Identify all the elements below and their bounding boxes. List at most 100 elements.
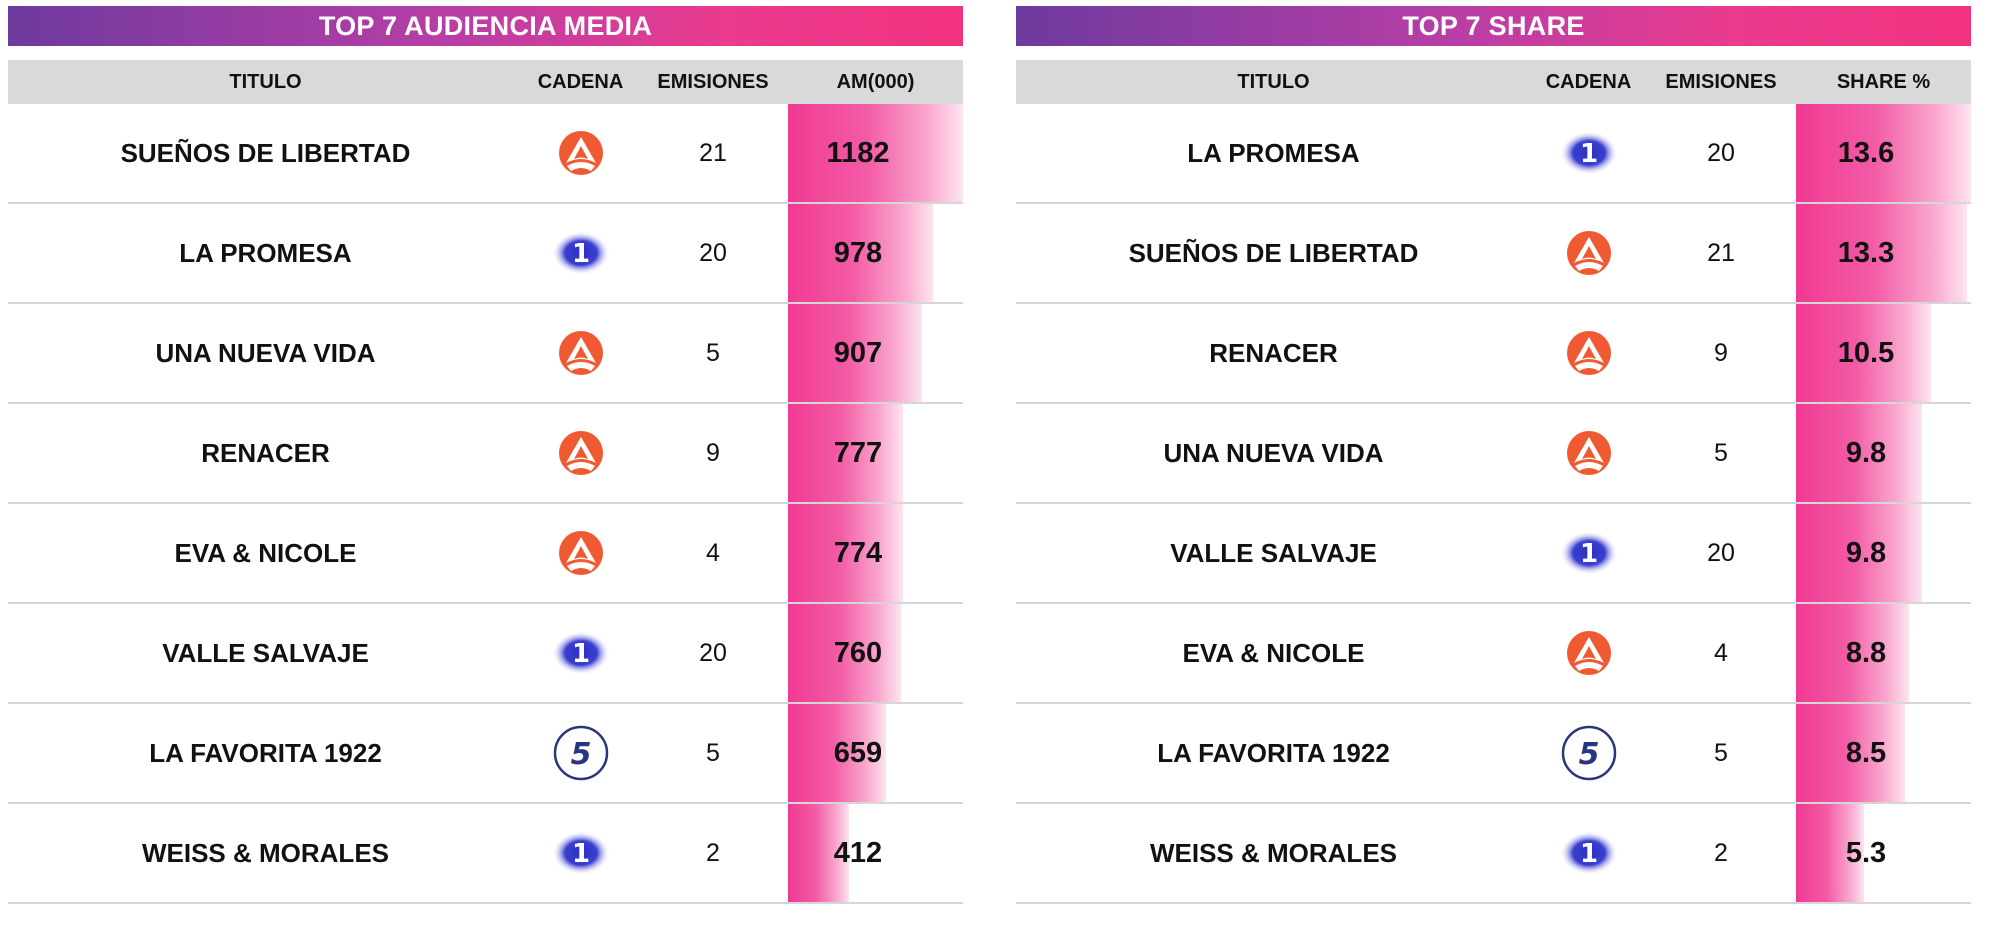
value-bar [1796,304,1932,402]
antena3-logo [1531,604,1646,702]
panel-title: TOP 7 SHARE [1016,6,1971,46]
header-cadena: CADENA [1545,70,1632,93]
table-row: VALLE SALVAJE 1 20 760 [8,604,963,704]
row-valor: 5.3 [1845,837,1887,869]
row-titulo: LA FAVORITA 1922 [1157,737,1390,768]
row-emisiones: 5 [1714,738,1728,767]
row-value-cell: 659 [788,704,963,802]
row-emisiones: 20 [699,238,727,267]
la1-logo: 1 [523,204,638,302]
row-valor: 412 [833,837,883,869]
row-emisiones: 21 [1707,238,1735,267]
value-bar [1796,804,1865,902]
row-emisiones: 2 [1714,838,1728,867]
svg-text:1: 1 [1579,539,1597,569]
table-body: LA PROMESA 1 20 13.6 SUEÑOS DE LIBERTAD 21 13.… [1016,104,1971,904]
audiencia-panel: TOP 7 AUDIENCIA MEDIA TITULO CADENA EMIS… [8,6,963,904]
value-bar [788,504,903,602]
table-row: RENACER 9 10.5 [1016,304,1971,404]
row-titulo: UNA NUEVA VIDA [1163,437,1384,468]
table-row: RENACER 9 777 [8,404,963,504]
svg-text:1: 1 [571,839,589,869]
row-emisiones: 4 [706,538,720,567]
row-titulo: WEISS & MORALES [1149,837,1397,868]
header-titulo: TITULO [229,70,302,93]
row-titulo: RENACER [1209,337,1338,368]
row-valor: 13.6 [1837,137,1895,169]
antena3-logo [523,404,638,502]
antena3-logo [1531,404,1646,502]
row-value-cell: 774 [788,504,963,602]
row-emisiones: 21 [699,138,727,167]
row-value-cell: 13.6 [1796,104,1971,202]
svg-text:1: 1 [571,639,589,669]
svg-text:1: 1 [1579,839,1597,869]
row-valor: 10.5 [1837,337,1895,369]
value-bar [1796,204,1968,302]
share-panel: TOP 7 SHARE TITULO CADENA EMISIONES SHAR… [1016,6,1971,904]
la1-logo: 1 [1531,104,1646,202]
panel-title: TOP 7 AUDIENCIA MEDIA [8,6,963,46]
row-titulo: LA PROMESA [179,237,352,268]
row-titulo: LA PROMESA [1187,137,1360,168]
row-value-cell: 13.3 [1796,204,1971,302]
row-titulo: UNA NUEVA VIDA [155,337,376,368]
value-bar [788,804,849,902]
row-value-cell: 777 [788,404,963,502]
row-titulo: EVA & NICOLE [1182,637,1365,668]
value-bar [788,704,886,802]
row-value-cell: 978 [788,204,963,302]
row-valor: 760 [833,637,883,669]
row-valor: 659 [833,737,883,769]
row-emisiones: 9 [1714,338,1728,367]
row-valor: 8.8 [1845,637,1887,669]
row-value-cell: 10.5 [1796,304,1971,402]
row-valor: 9.8 [1845,437,1887,469]
row-titulo: VALLE SALVAJE [162,637,369,668]
row-emisiones: 4 [1714,638,1728,667]
la1-logo: 1 [523,804,638,902]
la1-logo: 1 [523,604,638,702]
row-emisiones: 5 [706,738,720,767]
value-bar [1796,604,1910,702]
row-value-cell: 8.5 [1796,704,1971,802]
table-row: UNA NUEVA VIDA 5 9.8 [1016,404,1971,504]
la1-logo: 1 [1531,504,1646,602]
table-header: TITULO CADENA EMISIONES SHARE % [1016,60,1971,104]
telecinco-logo: 5 [523,704,638,802]
row-titulo: EVA & NICOLE [174,537,357,568]
row-valor: 777 [833,437,883,469]
antena3-logo [1531,304,1646,402]
row-valor: 907 [833,337,883,369]
table-row: EVA & NICOLE 4 8.8 [1016,604,1971,704]
row-value-cell: 5.3 [1796,804,1971,902]
la1-logo: 1 [1531,804,1646,902]
value-bar [788,104,963,202]
row-value-cell: 9.8 [1796,504,1971,602]
value-bar [788,204,933,302]
row-value-cell: 8.8 [1796,604,1971,702]
value-bar [1796,704,1906,802]
row-emisiones: 20 [699,638,727,667]
row-value-cell: 760 [788,604,963,702]
row-titulo: WEISS & MORALES [141,837,389,868]
value-bar [1796,404,1923,502]
table-row: VALLE SALVAJE 1 20 9.8 [1016,504,1971,604]
row-titulo: VALLE SALVAJE [1170,537,1377,568]
header-cadena: CADENA [537,70,624,93]
row-valor: 1182 [826,137,890,169]
value-bar [788,304,923,402]
header-emisiones: EMISIONES [657,70,769,93]
row-emisiones: 20 [1707,138,1735,167]
svg-text:1: 1 [1579,139,1597,169]
table-row: WEISS & MORALES 1 2 412 [8,804,963,904]
row-valor: 8.5 [1845,737,1887,769]
row-titulo: LA FAVORITA 1922 [149,737,382,768]
table-row: UNA NUEVA VIDA 5 907 [8,304,963,404]
row-emisiones: 5 [1714,438,1728,467]
header-valor: AM(000) [836,70,915,93]
header-titulo: TITULO [1237,70,1310,93]
telecinco-logo: 5 [1531,704,1646,802]
table-body: SUEÑOS DE LIBERTAD 21 1182 LA PROMESA 1 20 978… [8,104,963,904]
antena3-logo [523,104,638,202]
